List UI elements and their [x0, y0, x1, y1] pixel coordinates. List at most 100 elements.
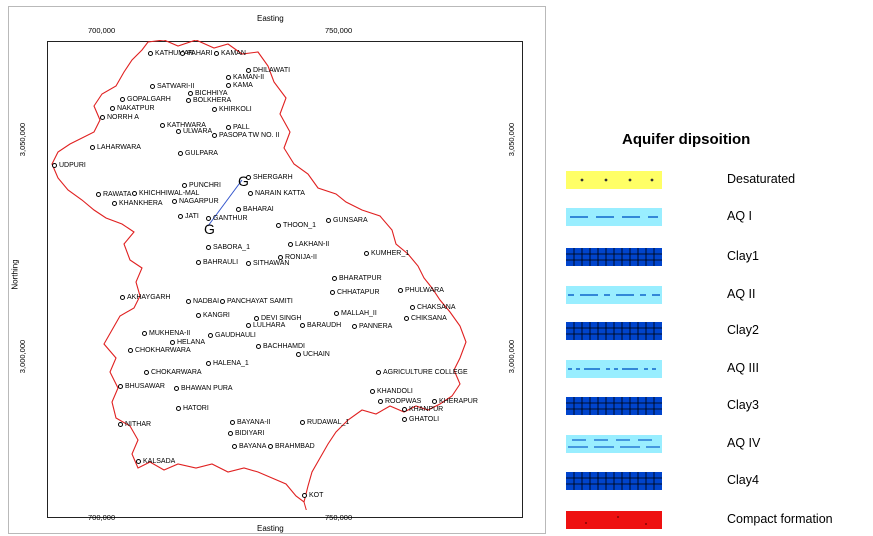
place-label: NAGARPUR: [172, 198, 219, 206]
place-label: LULHARA: [246, 322, 285, 330]
place-label: BOLKHERA: [186, 97, 231, 105]
legend-label: Clay1: [727, 249, 759, 263]
place-label: DHILAWATI: [246, 67, 290, 75]
place-label: BAYANA: [232, 443, 266, 451]
place-label: UCHAIN: [296, 351, 330, 359]
place-label: CHOKHARWARA: [128, 347, 191, 355]
place-label: KUMHER_1: [364, 250, 409, 258]
place-label: CHOKARWARA: [144, 369, 202, 377]
place-label: KALSADA: [136, 458, 175, 466]
legend-label: AQ III: [727, 361, 759, 375]
place-label: SHERGARH: [246, 174, 293, 182]
place-label: BHARATPUR: [332, 275, 382, 283]
place-label: DEVI SINGH: [254, 315, 301, 323]
place-label: GULPARA: [178, 150, 218, 158]
legend-swatch-clay3: [566, 397, 662, 415]
legend-swatch-aq3: [566, 360, 662, 378]
axis-title-bottom: Easting: [257, 524, 284, 533]
axis-title-top: Easting: [257, 14, 284, 23]
place-label: GANTHUR: [206, 215, 248, 223]
legend-swatch-clay2: [566, 322, 662, 340]
place-label: SATWARI-II: [150, 83, 194, 91]
place-label: CHIKSANA: [404, 315, 447, 323]
place-label: LAKHAN-II: [288, 241, 329, 249]
place-label: ULWARA: [176, 128, 212, 136]
place-label: KAMAN-II: [226, 74, 264, 82]
legend-swatch-clay1: [566, 248, 662, 266]
place-label: NAKATPUR: [110, 105, 155, 113]
place-label: RONIJA-II: [278, 254, 317, 262]
place-label: PANNERA: [352, 323, 392, 331]
tick-left-2: 3,000,000: [18, 339, 28, 374]
place-label: CHHATAPUR: [330, 289, 380, 297]
place-label: SITHAWAN: [246, 260, 289, 268]
legend-label: Clay2: [727, 323, 759, 337]
legend-swatch-aq1: [566, 208, 662, 226]
legend-swatch-compact: [566, 511, 662, 529]
place-label: KHIRKOLI: [212, 106, 252, 114]
place-label: KATHWARA: [160, 122, 206, 130]
place-label: ROOPWAS: [378, 398, 421, 406]
place-label: PASOPA TW NO. II: [212, 132, 279, 140]
place-label: PAHARI: [180, 50, 213, 58]
place-label: AKHAYGARH: [120, 294, 170, 302]
place-label: BHAWAN PURA: [174, 385, 233, 393]
place-label: KHANKHERA: [112, 200, 163, 208]
place-label: BAHARAI: [236, 206, 274, 214]
place-label: GHATOLI: [402, 416, 439, 424]
place-label: UDPURI: [52, 162, 86, 170]
place-label: LAHARWARA: [90, 144, 141, 152]
state-boundary-south: [303, 501, 307, 510]
place-label: BARAUDH: [300, 322, 341, 330]
place-label: KOT: [302, 492, 323, 500]
place-label: PANCHAYAT SAMITI: [220, 298, 293, 306]
place-label: NITHAR: [118, 421, 151, 429]
place-label: HATORI: [176, 405, 209, 413]
place-label: RAWATA: [96, 191, 131, 199]
legend-label: Clay4: [727, 473, 759, 487]
place-label: GAUDHAULI: [208, 332, 256, 340]
legend-label: Compact formation: [727, 512, 833, 526]
place-label: KATHUMAR: [148, 50, 194, 58]
axis-title-left: Northing: [10, 259, 20, 290]
place-label: NARAIN KATTA: [248, 190, 305, 198]
place-label: KAMA: [226, 82, 253, 90]
place-label: KAMAN: [214, 50, 246, 58]
place-label: CHAKSANA: [410, 304, 456, 312]
place-label: NORRH A: [100, 114, 139, 122]
place-label: BAHRAULI: [196, 259, 238, 267]
place-label: BRAHMBAD: [268, 443, 315, 451]
place-label: RUDAWAL_1: [300, 419, 349, 427]
legend-label: Clay3: [727, 398, 759, 412]
place-label: KHANPUR: [402, 406, 443, 414]
place-label: HALENA_1: [206, 360, 249, 368]
legend-swatch-aq4: [566, 435, 662, 453]
place-label: BACHHAMDI: [256, 343, 305, 351]
place-label: BAYANA-II: [230, 419, 271, 427]
place-label: BICHHIYA: [188, 90, 228, 98]
tick-top-2: 750,000: [325, 26, 353, 35]
place-label: AGRICULTURE COLLEGE: [376, 369, 468, 377]
place-label: PHULWARA: [398, 287, 444, 295]
place-label: HELANA: [170, 339, 205, 347]
place-label: BIDIYARI: [228, 430, 264, 438]
legend-title: Aquifer dipsoition: [622, 131, 751, 148]
tick-left-1: 3,050,000: [18, 122, 28, 157]
place-label: GUNSARA: [326, 217, 368, 225]
place-label: JATI: [178, 213, 199, 221]
legend-swatch-aq2: [566, 286, 662, 304]
tick-top-1: 700,000: [88, 26, 116, 35]
place-label: BHUSAWAR: [118, 383, 165, 391]
place-label: NADBAI: [186, 298, 219, 306]
place-label: MALLAH_II: [334, 310, 377, 318]
place-label: MUKHENA-II: [142, 330, 190, 338]
map-neatline: [47, 41, 523, 518]
place-label: KHICHHIWAL-MAL: [132, 190, 199, 198]
legend-label: AQ I: [727, 209, 753, 223]
place-label: KHERAPUR: [432, 398, 478, 406]
legend-label: Desaturated: [727, 172, 796, 186]
place-label: PUNCHRI: [182, 182, 221, 190]
section-marker-g2: G: [204, 221, 215, 237]
tick-bottom-1: 700,000: [88, 513, 116, 522]
place-label: GOPALGARH: [120, 96, 171, 104]
